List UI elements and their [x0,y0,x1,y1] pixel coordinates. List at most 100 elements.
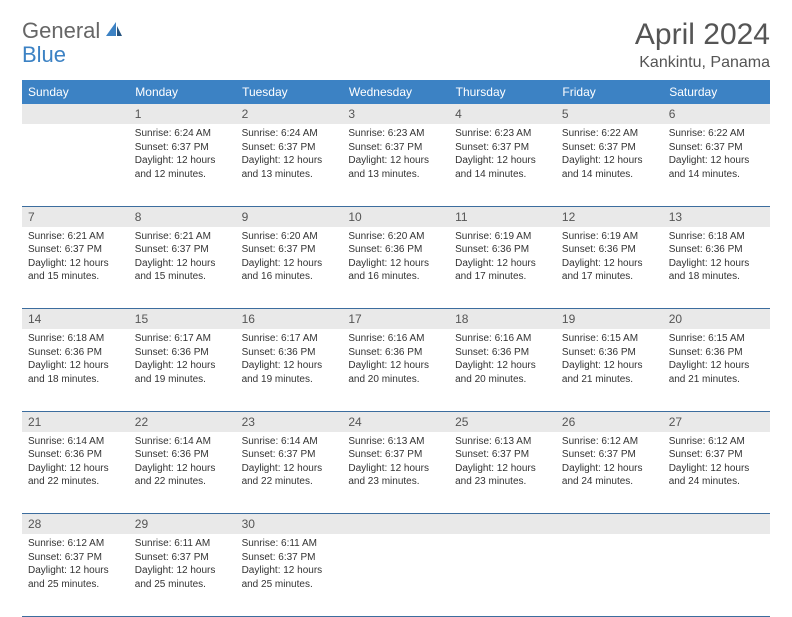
day-number: 21 [22,411,129,432]
daylight-text-2: and 20 minutes. [455,373,550,387]
sunrise-text: Sunrise: 6:14 AM [28,435,123,449]
day-details: Sunrise: 6:12 AMSunset: 6:37 PMDaylight:… [556,432,663,495]
day-cell: Sunrise: 6:11 AMSunset: 6:37 PMDaylight:… [236,534,343,616]
daylight-text: Daylight: 12 hours [242,257,337,271]
day-number: 13 [663,206,770,227]
daylight-text: Daylight: 12 hours [135,564,230,578]
sunrise-text: Sunrise: 6:21 AM [135,230,230,244]
day-number: 25 [449,411,556,432]
daylight-text: Daylight: 12 hours [135,359,230,373]
day-cell: Sunrise: 6:24 AMSunset: 6:37 PMDaylight:… [236,124,343,206]
sunrise-text: Sunrise: 6:23 AM [455,127,550,141]
daylight-text-2: and 21 minutes. [562,373,657,387]
day-details: Sunrise: 6:14 AMSunset: 6:37 PMDaylight:… [236,432,343,495]
day-number: 17 [342,309,449,330]
sunrise-text: Sunrise: 6:24 AM [242,127,337,141]
day-details: Sunrise: 6:12 AMSunset: 6:37 PMDaylight:… [663,432,770,495]
day-details: Sunrise: 6:22 AMSunset: 6:37 PMDaylight:… [556,124,663,187]
sunrise-text: Sunrise: 6:14 AM [135,435,230,449]
daylight-text-2: and 17 minutes. [562,270,657,284]
day-number-row: 123456 [22,104,770,124]
sunrise-text: Sunrise: 6:14 AM [242,435,337,449]
day-details: Sunrise: 6:17 AMSunset: 6:36 PMDaylight:… [236,329,343,392]
daylight-text-2: and 19 minutes. [242,373,337,387]
day-details [449,534,556,543]
weekday-header: Sunday [22,80,129,104]
daylight-text: Daylight: 12 hours [242,359,337,373]
day-cell: Sunrise: 6:18 AMSunset: 6:36 PMDaylight:… [22,329,129,411]
daylight-text: Daylight: 12 hours [135,257,230,271]
day-number: 30 [236,514,343,535]
day-number: 9 [236,206,343,227]
day-details: Sunrise: 6:21 AMSunset: 6:37 PMDaylight:… [129,227,236,290]
sunrise-text: Sunrise: 6:13 AM [455,435,550,449]
logo-text-blue: Blue [22,42,66,67]
day-details: Sunrise: 6:19 AMSunset: 6:36 PMDaylight:… [449,227,556,290]
daylight-text-2: and 13 minutes. [348,168,443,182]
sunset-text: Sunset: 6:37 PM [135,141,230,155]
daylight-text-2: and 14 minutes. [562,168,657,182]
sunrise-text: Sunrise: 6:17 AM [135,332,230,346]
day-number: 7 [22,206,129,227]
day-details: Sunrise: 6:23 AMSunset: 6:37 PMDaylight:… [449,124,556,187]
daylight-text-2: and 18 minutes. [669,270,764,284]
logo: General [22,18,126,44]
weekday-header: Saturday [663,80,770,104]
daylight-text: Daylight: 12 hours [348,359,443,373]
daylight-text-2: and 25 minutes. [242,578,337,592]
day-number: 20 [663,309,770,330]
day-cell: Sunrise: 6:22 AMSunset: 6:37 PMDaylight:… [556,124,663,206]
sunset-text: Sunset: 6:36 PM [562,243,657,257]
day-number [663,514,770,535]
daylight-text-2: and 25 minutes. [135,578,230,592]
daylight-text: Daylight: 12 hours [28,462,123,476]
day-cell: Sunrise: 6:15 AMSunset: 6:36 PMDaylight:… [556,329,663,411]
day-number: 28 [22,514,129,535]
daylight-text: Daylight: 12 hours [562,154,657,168]
weekday-header: Thursday [449,80,556,104]
day-details: Sunrise: 6:18 AMSunset: 6:36 PMDaylight:… [22,329,129,392]
day-cell [449,534,556,616]
day-details: Sunrise: 6:11 AMSunset: 6:37 PMDaylight:… [129,534,236,597]
daylight-text: Daylight: 12 hours [28,564,123,578]
daylight-text: Daylight: 12 hours [562,462,657,476]
logo-text-general: General [22,18,100,44]
day-details: Sunrise: 6:22 AMSunset: 6:37 PMDaylight:… [663,124,770,187]
sunrise-text: Sunrise: 6:16 AM [348,332,443,346]
daylight-text-2: and 24 minutes. [562,475,657,489]
sunrise-text: Sunrise: 6:20 AM [242,230,337,244]
day-number: 27 [663,411,770,432]
day-details: Sunrise: 6:24 AMSunset: 6:37 PMDaylight:… [236,124,343,187]
daylight-text-2: and 15 minutes. [28,270,123,284]
sunrise-text: Sunrise: 6:15 AM [562,332,657,346]
day-cell: Sunrise: 6:21 AMSunset: 6:37 PMDaylight:… [129,227,236,309]
day-number: 12 [556,206,663,227]
day-cell [556,534,663,616]
daylight-text-2: and 13 minutes. [242,168,337,182]
day-number: 18 [449,309,556,330]
daylight-text-2: and 23 minutes. [455,475,550,489]
daylight-text: Daylight: 12 hours [455,257,550,271]
day-number: 5 [556,104,663,124]
sunset-text: Sunset: 6:36 PM [348,243,443,257]
day-body-row: Sunrise: 6:12 AMSunset: 6:37 PMDaylight:… [22,534,770,616]
day-details [342,534,449,543]
day-details: Sunrise: 6:17 AMSunset: 6:36 PMDaylight:… [129,329,236,392]
sunset-text: Sunset: 6:37 PM [242,551,337,565]
sunset-text: Sunset: 6:36 PM [669,346,764,360]
sunset-text: Sunset: 6:37 PM [242,243,337,257]
daylight-text-2: and 22 minutes. [242,475,337,489]
daylight-text: Daylight: 12 hours [28,359,123,373]
sunset-text: Sunset: 6:37 PM [348,141,443,155]
day-details [556,534,663,543]
daylight-text: Daylight: 12 hours [669,462,764,476]
sunrise-text: Sunrise: 6:11 AM [135,537,230,551]
sunrise-text: Sunrise: 6:18 AM [669,230,764,244]
day-details: Sunrise: 6:24 AMSunset: 6:37 PMDaylight:… [129,124,236,187]
day-cell [22,124,129,206]
day-number: 11 [449,206,556,227]
sunrise-text: Sunrise: 6:19 AM [455,230,550,244]
day-cell: Sunrise: 6:12 AMSunset: 6:37 PMDaylight:… [556,432,663,514]
day-number: 19 [556,309,663,330]
sunset-text: Sunset: 6:36 PM [242,346,337,360]
